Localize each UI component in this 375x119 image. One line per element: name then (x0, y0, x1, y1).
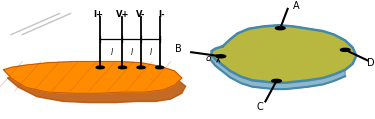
Polygon shape (211, 25, 356, 83)
Text: A: A (293, 1, 300, 11)
Text: l: l (149, 47, 152, 57)
Text: C: C (256, 102, 263, 112)
Text: l: l (131, 47, 133, 57)
Polygon shape (8, 73, 186, 103)
Circle shape (275, 27, 285, 30)
Circle shape (137, 66, 145, 69)
Circle shape (340, 48, 350, 51)
Circle shape (118, 66, 127, 69)
Text: D: D (368, 58, 375, 68)
Circle shape (156, 66, 164, 69)
Polygon shape (211, 55, 345, 89)
Text: V-: V- (136, 10, 146, 19)
Text: I-: I- (158, 10, 165, 19)
Text: B: B (175, 44, 181, 54)
Circle shape (272, 79, 281, 82)
Text: d: d (206, 54, 212, 63)
Polygon shape (4, 62, 182, 93)
Text: V+: V+ (116, 10, 129, 19)
Text: l: l (110, 47, 112, 57)
Circle shape (216, 55, 226, 58)
Text: I+: I+ (93, 10, 104, 19)
Circle shape (96, 66, 104, 69)
